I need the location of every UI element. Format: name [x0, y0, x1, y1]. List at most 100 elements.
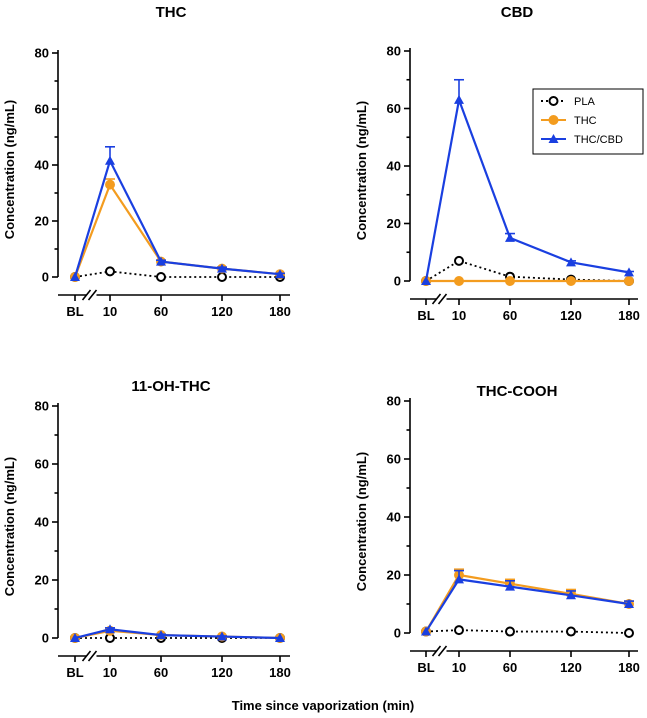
- series-line: [73, 157, 281, 278]
- data-point: [505, 232, 515, 242]
- x-tick-label: BL: [66, 665, 83, 680]
- x-tick-label: 180: [269, 665, 291, 680]
- y-tick-label: 40: [35, 158, 49, 173]
- series-thc-cbd: [70, 624, 285, 642]
- y-tick-label: 40: [387, 510, 401, 525]
- data-point: [105, 266, 115, 277]
- data-point: [421, 626, 431, 636]
- y-tick-label: 20: [35, 214, 49, 229]
- data-point: [624, 267, 634, 277]
- data-point: [421, 276, 431, 285]
- y-axis-label: Concentration (ng/mL): [2, 457, 17, 596]
- series-thc: [70, 625, 285, 643]
- x-tick-label: 180: [269, 304, 291, 319]
- x-axis-break-mark: [81, 289, 92, 301]
- y-tick-label: 0: [394, 274, 401, 289]
- y-axis-label: Concentration (ng/mL): [2, 100, 17, 239]
- data-point: [454, 276, 464, 286]
- data-point: [156, 272, 166, 282]
- data-point: [624, 276, 634, 286]
- data-point: [624, 599, 634, 608]
- x-axis-break-mark: [437, 293, 448, 305]
- series-thc: [421, 276, 634, 286]
- x-axis-break-mark: [87, 650, 98, 662]
- x-tick-label: 120: [211, 665, 233, 680]
- y-tick-label: 20: [387, 568, 401, 583]
- data-point: [105, 624, 115, 634]
- data-point: [105, 155, 115, 165]
- data-point: [454, 255, 464, 266]
- legend-marker: [548, 134, 559, 143]
- y-tick-label: 60: [387, 101, 401, 116]
- chart-panel-11-oh-thc: 11-OH-THC 0 20 40 60 80 Concentration (ng/mL) B…: [2, 378, 291, 680]
- x-tick-label: 60: [503, 660, 517, 675]
- x-tick-label: 120: [560, 308, 582, 323]
- data-point: [505, 626, 515, 637]
- chart-title: THC-COOH: [477, 383, 558, 400]
- data-point: [566, 626, 576, 637]
- x-tick-label: 10: [452, 660, 466, 675]
- series-thc-cbd: [421, 569, 634, 636]
- legend-marker: [548, 96, 559, 106]
- series-line: [425, 259, 630, 282]
- y-tick-label: 40: [387, 159, 401, 174]
- data-point: [217, 631, 227, 641]
- y-tick-label: 0: [394, 626, 401, 641]
- data-point: [454, 574, 464, 584]
- data-point: [275, 269, 285, 279]
- y-tick-label: 80: [35, 46, 49, 61]
- legend-label: PLA: [574, 96, 595, 108]
- y-tick-label: 80: [387, 44, 401, 59]
- x-tick-label: 10: [452, 308, 466, 323]
- data-point: [566, 257, 576, 267]
- x-tick-label: BL: [417, 308, 434, 323]
- y-tick-label: 40: [35, 515, 49, 530]
- data-point: [566, 590, 576, 600]
- data-point: [624, 628, 634, 638]
- chart-panel-thc: THC 0 20 40 60 80 Concentration (ng/mL) BL 10 60 1…: [2, 4, 291, 319]
- y-axis-label: Concentration (ng/mL): [354, 101, 369, 240]
- data-point: [217, 272, 227, 282]
- x-tick-label: 10: [103, 665, 117, 680]
- x-tick-label: 60: [154, 304, 168, 319]
- y-tick-label: 60: [35, 457, 49, 472]
- y-tick-label: 0: [42, 631, 49, 646]
- data-point: [505, 276, 515, 286]
- y-tick-label: 0: [42, 270, 49, 285]
- data-point: [505, 581, 515, 591]
- legend-label: THC: [574, 115, 597, 127]
- x-tick-label: BL: [66, 304, 83, 319]
- series-thc-cbd: [70, 146, 285, 281]
- data-point: [70, 633, 80, 642]
- x-axis-break-mark: [431, 645, 442, 657]
- data-point: [566, 276, 576, 286]
- series-thc: [421, 568, 634, 637]
- y-tick-label: 20: [387, 216, 401, 231]
- y-axis-label: Concentration (ng/mL): [354, 452, 369, 591]
- series-pla: [421, 625, 634, 638]
- data-point: [454, 625, 464, 636]
- chart-title: 11-OH-THC: [131, 378, 210, 395]
- y-tick-label: 80: [387, 394, 401, 409]
- data-point: [156, 630, 166, 640]
- legend-label: THC/CBD: [574, 134, 623, 146]
- data-point: [70, 272, 80, 281]
- legend: PLA THC THC/CBD: [532, 88, 644, 155]
- chart-title: CBD: [501, 4, 534, 21]
- x-tick-label: 180: [618, 308, 640, 323]
- x-axis-break-mark: [81, 650, 92, 662]
- data-point: [454, 94, 464, 104]
- x-axis-break-mark: [437, 645, 448, 657]
- x-tick-label: 180: [618, 660, 640, 675]
- x-axis-label: Time since vaporization (min): [232, 698, 415, 713]
- data-point: [217, 263, 227, 273]
- x-tick-label: 120: [560, 660, 582, 675]
- series-pla: [70, 266, 285, 282]
- x-tick-label: 60: [154, 665, 168, 680]
- series-thc: [70, 178, 285, 282]
- chart-panel-cbd: CBD 0 20 40 60 80 Concentration (ng/mL) BL 10 60 1…: [354, 4, 640, 323]
- legend-marker: [548, 115, 559, 125]
- y-tick-label: 60: [387, 452, 401, 467]
- data-point: [105, 179, 115, 190]
- x-tick-label: BL: [417, 660, 434, 675]
